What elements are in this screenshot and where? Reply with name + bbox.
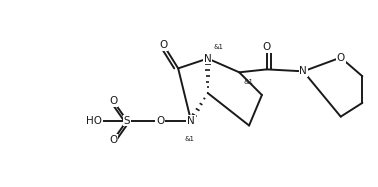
Text: O: O — [109, 96, 117, 106]
Text: N: N — [204, 53, 212, 64]
Text: &1: &1 — [214, 44, 224, 50]
Text: O: O — [263, 42, 271, 52]
Text: S: S — [124, 116, 130, 126]
Text: &1: &1 — [185, 136, 195, 142]
Text: N: N — [187, 116, 195, 126]
Text: &1: &1 — [243, 79, 253, 85]
Text: HO: HO — [87, 116, 102, 126]
Text: O: O — [159, 40, 167, 50]
Text: O: O — [109, 135, 117, 145]
Text: O: O — [336, 53, 345, 62]
Text: N: N — [299, 66, 307, 76]
Text: O: O — [156, 116, 164, 126]
